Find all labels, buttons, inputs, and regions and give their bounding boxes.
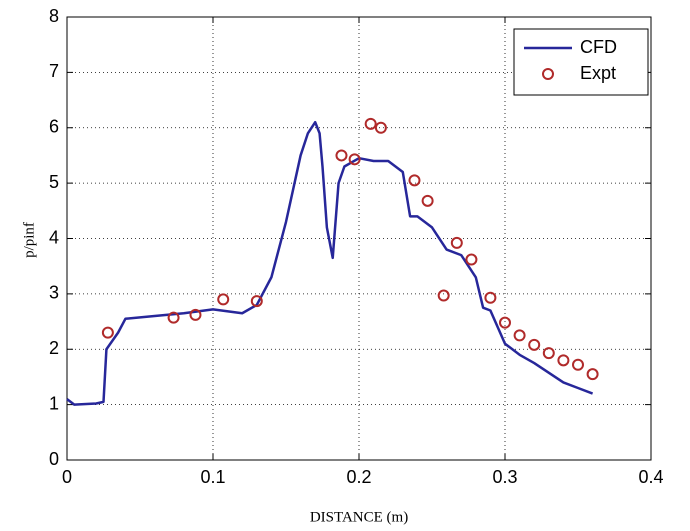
data-point [557,354,570,367]
data-point [513,329,526,342]
y-tick-label: 3 [49,283,59,303]
x-tick-label: 0.3 [492,467,517,487]
legend-label: Expt [580,63,616,83]
y-tick-label: 0 [49,449,59,469]
data-point [364,117,377,130]
legend-box [513,28,649,96]
data-point [586,368,599,381]
y-tick-label: 7 [49,61,59,81]
x-tick-label: 0.2 [346,467,371,487]
x-tick-label: 0.1 [200,467,225,487]
y-axis-label: p/pinf [21,222,37,258]
data-line [66,120,594,406]
y-tick-label: 6 [49,117,59,137]
legend-marker [542,68,554,80]
data-point [450,236,463,249]
legend-label: CFD [580,37,617,57]
data-point [217,293,230,306]
data-point [484,291,497,304]
data-point [348,153,361,166]
y-tick-label: 5 [49,172,59,192]
y-tick-label: 2 [49,338,59,358]
data-point [374,121,387,134]
x-tick-label: 0 [62,467,72,487]
data-point [250,295,263,308]
data-point [572,358,584,371]
data-point [499,316,511,329]
data-point [421,194,434,207]
data-point [101,326,114,339]
data-point [528,338,541,351]
y-tick-label: 8 [49,6,59,26]
data-point [542,347,555,360]
y-tick-label: 4 [49,227,59,247]
data-point [465,253,478,266]
data-point [335,149,348,162]
y-tick-label: 1 [49,393,59,413]
data-point [437,289,450,302]
plot-frame [66,16,652,461]
x-axis-label: DISTANCE (m) [310,509,408,525]
data-point [189,308,202,321]
data-point [167,311,180,324]
data-point [408,174,421,187]
x-tick-label: 0.4 [638,467,663,487]
